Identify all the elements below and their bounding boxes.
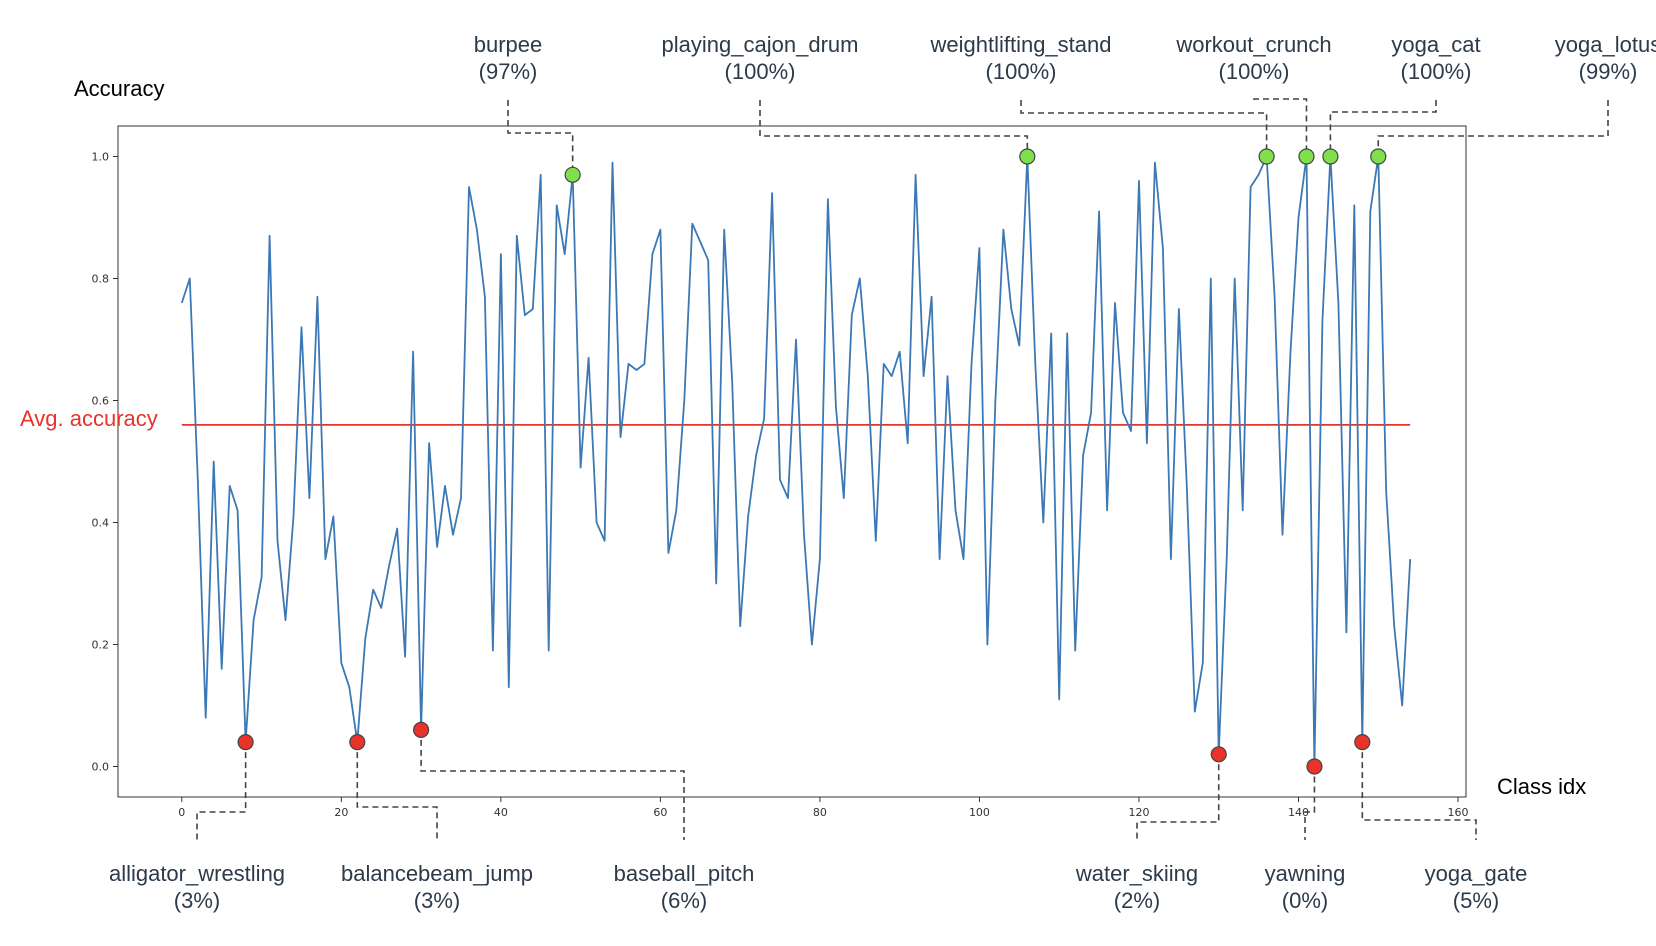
y-tick-label: 0.4 [92,517,110,530]
x-tick-label: 120 [1128,806,1149,819]
best-class-pct: (97%) [479,59,538,84]
worst-class-pct: (5%) [1453,888,1499,913]
best-marker [1322,148,1339,165]
y-tick-label: 1.0 [92,151,110,164]
best-class-name: yoga_lotus [1555,32,1656,57]
x-tick-label: 100 [969,806,990,819]
best-leader-line [507,100,574,175]
best-class-pct: (100%) [725,59,796,84]
leader-lines [196,98,1609,840]
worst-class-name: balancebeam_jump [341,861,533,886]
y-tick-label: 0.0 [92,761,110,774]
best-marker [1298,148,1315,165]
x-tick-label: 140 [1288,806,1309,819]
best-class-name: workout_crunch [1175,32,1331,57]
best-marker [1019,148,1036,165]
best-leader-line [1329,100,1437,157]
y-tick-label: 0.8 [92,273,110,286]
worst-class-name: alligator_wrestling [109,861,285,886]
x-tick-label: 60 [653,806,667,819]
x-tick-label: 40 [494,806,508,819]
best-class-pct: (100%) [986,59,1057,84]
best-marker [1258,148,1275,165]
x-tick-label: 0 [178,806,185,819]
worst-class-pct: (3%) [174,888,220,913]
x-axis-ticks: 0 20 40 60 80 100 120 140 160 [178,797,1469,819]
worst-class-pct: (3%) [414,888,460,913]
worst-class-name: baseball_pitch [614,861,755,886]
worst-marker [349,733,366,751]
accuracy-series-line [180,155,1412,768]
y-tick-label: 0.2 [92,639,110,652]
best-class-name: yoga_cat [1391,32,1480,57]
worst-leader-line [356,742,438,840]
extreme-markers [237,148,1387,775]
x-tick-label: 20 [334,806,348,819]
worst-class-name: yoga_gate [1425,861,1528,886]
worst-marker [1354,733,1371,751]
worst-leader-line [1304,766,1316,840]
worst-marker [237,733,254,751]
callout-labels: burpee(97%)playing_cajon_drum(100%)weigh… [109,32,1656,913]
worst-marker [1210,746,1227,763]
worst-class-name: water_skiing [1075,861,1198,886]
y-axis-title: Accuracy [74,76,164,101]
plot-frame [117,125,1467,798]
y-tick-label: 0.6 [92,395,110,408]
average-label: Avg. accuracy [20,406,158,431]
worst-marker [1306,758,1323,775]
worst-marker [413,721,430,739]
best-marker [1370,148,1387,165]
best-marker [564,166,581,183]
x-tick-label: 80 [813,806,827,819]
best-class-pct: (100%) [1219,59,1290,84]
worst-class-pct: (2%) [1114,888,1160,913]
best-leader-line [1253,98,1308,157]
worst-class-pct: (6%) [661,888,707,913]
x-tick-label: 160 [1448,806,1469,819]
worst-class-pct: (0%) [1282,888,1328,913]
best-class-pct: (100%) [1401,59,1472,84]
best-class-name: weightlifting_stand [929,32,1111,57]
worst-leader-line [420,729,685,840]
y-axis-ticks: 0.0 0.2 0.4 0.6 0.8 1.0 [92,151,118,774]
worst-leader-line [196,742,247,840]
best-leader-line [759,100,1029,157]
worst-leader-line [1361,742,1477,840]
best-class-pct: (99%) [1579,59,1638,84]
worst-leader-line [1136,754,1220,840]
x-axis-title: Class idx [1497,774,1586,799]
best-class-name: playing_cajon_drum [662,32,859,57]
best-class-name: burpee [474,32,543,57]
best-leader-line [1020,100,1268,157]
best-leader-line [1377,100,1609,157]
worst-class-name: yawning [1265,861,1346,886]
